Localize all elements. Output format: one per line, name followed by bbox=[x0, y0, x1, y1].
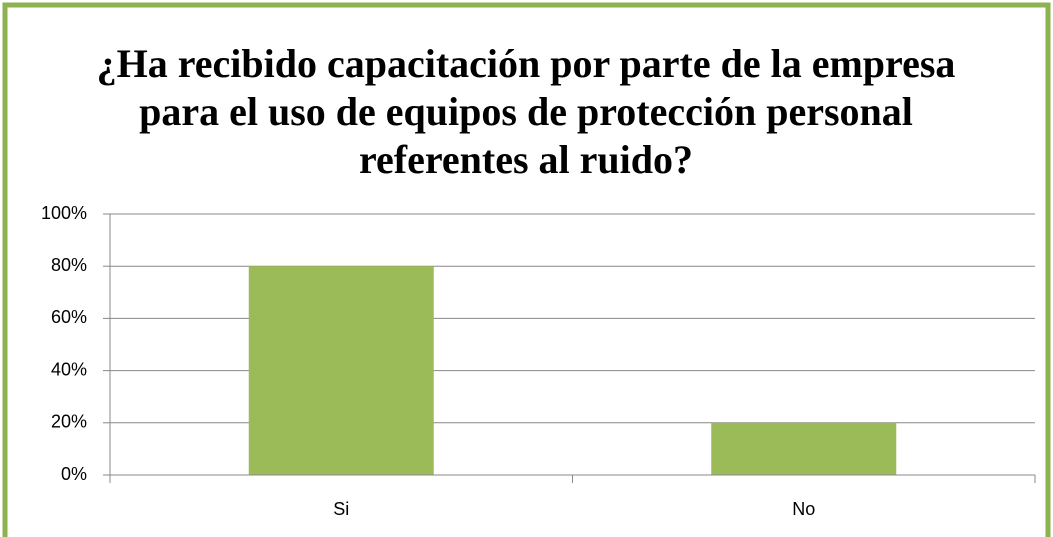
y-tick-label: 60% bbox=[51, 307, 87, 327]
x-tick-label: Si bbox=[333, 499, 349, 519]
x-tick-label: No bbox=[792, 499, 815, 519]
bar bbox=[248, 266, 434, 475]
bar bbox=[711, 422, 897, 475]
y-tick-label: 100% bbox=[41, 203, 87, 223]
chart-title: ¿Ha recibido capacitación por parte de l… bbox=[96, 41, 956, 182]
y-tick-label: 80% bbox=[51, 255, 87, 275]
y-tick-label: 0% bbox=[61, 464, 87, 484]
y-tick-label: 20% bbox=[51, 412, 87, 432]
y-tick-label: 40% bbox=[51, 359, 87, 379]
